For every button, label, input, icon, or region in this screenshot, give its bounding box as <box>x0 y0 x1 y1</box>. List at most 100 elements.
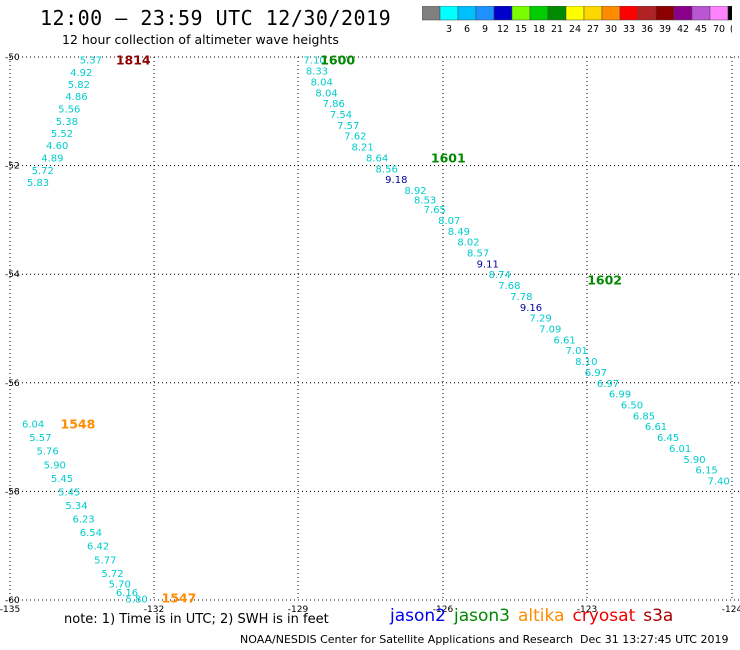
lon-tick-label: -129 <box>288 605 309 615</box>
wave-height-value: 5.82 <box>68 80 90 91</box>
lat-tick-label: -58 <box>5 487 20 497</box>
satellite-legend-item: s3a <box>643 606 674 626</box>
pass-time-label: 1601 <box>431 150 466 165</box>
wave-height-value: 6.99 <box>609 390 631 401</box>
wave-height-value: 8.92 <box>404 186 426 197</box>
wave-height-value: 7.78 <box>510 292 532 303</box>
lon-tick-label: -126 <box>433 605 454 615</box>
satellite-legend: jason2 jason3 altika cryosat s3a <box>390 606 681 626</box>
color-bin-label: 3 <box>446 24 452 34</box>
color-bin-label: 30 <box>605 24 617 34</box>
wave-height-value: 8.07 <box>438 216 460 227</box>
wave-height-value: 6.61 <box>554 335 576 346</box>
satellite-legend-item: jason3 <box>454 606 510 626</box>
wave-height-value: 6.61 <box>645 422 667 433</box>
lon-tick-label: -123 <box>577 605 597 615</box>
wave-height-value: 5.76 <box>36 447 58 458</box>
wave-height-value: 7.54 <box>330 110 352 121</box>
wave-height-value: 8.02 <box>457 238 479 249</box>
wave-height-value: 6.85 <box>633 411 655 422</box>
color-bin-label: 12 <box>497 24 509 34</box>
lat-tick-label: -54 <box>5 270 20 280</box>
wave-height-value: 6.50 <box>621 401 643 412</box>
wave-height-value: 5.72 <box>101 569 123 580</box>
wave-height-value: 5.77 <box>94 555 116 566</box>
color-bin-label: 42 <box>677 24 689 34</box>
generated-timestamp: Dec 31 13:27:45 UTC 2019 <box>580 633 729 646</box>
lon-tick-label: -132 <box>144 605 164 615</box>
wave-height-value: 5.37 <box>80 56 102 67</box>
color-bin-label: 27 <box>587 24 599 34</box>
satellite-legend-item: cryosat <box>572 606 636 626</box>
wave-height-value: 9.16 <box>520 303 542 314</box>
wave-height-value: 5.56 <box>58 105 80 116</box>
wave-height-value: 9.11 <box>477 259 499 270</box>
color-bin-label: 21 <box>551 24 563 34</box>
color-bin <box>727 6 732 21</box>
chart-title: 12:00 – 23:59 UTC 12/30/2019 <box>40 6 392 30</box>
pass-time-label: 1548 <box>61 417 96 432</box>
wave-height-value: 6.01 <box>669 444 691 455</box>
axis-tick-labels: -50 -52 -54 -56 -58 -60-135 -132 -129 -126 -123 -1… <box>0 53 740 615</box>
lon-tick-label: -135 <box>0 605 20 615</box>
wave-height-value: 7.29 <box>529 314 551 325</box>
lat-tick-label: -50 <box>5 53 20 63</box>
wave-height-value: 7.68 <box>498 281 520 292</box>
wave-height-value: 6.54 <box>80 528 102 539</box>
color-bin-label: 18 <box>533 24 545 34</box>
color-bin-label: 6 <box>464 24 470 34</box>
wave-height-value: 4.89 <box>41 153 63 164</box>
pass-time-label: 1814 <box>116 53 151 68</box>
wave-height-value: 6.23 <box>73 515 95 526</box>
wave-height-value: 8.53 <box>414 195 436 206</box>
wave-height-value: 8.04 <box>311 77 333 88</box>
wave-height-value: 7.86 <box>323 99 345 110</box>
wave-height-value: 5.52 <box>51 129 73 140</box>
wave-height-value: 4.92 <box>70 68 92 79</box>
wave-height-value: 5.45 <box>58 487 80 498</box>
wave-height-value: 7.62 <box>344 132 366 143</box>
color-bin-label: 15 <box>515 24 527 34</box>
pass-time-label: 1547 <box>162 590 197 605</box>
color-bin-label: 24 <box>569 24 581 34</box>
wave-height-value: 8.21 <box>352 143 374 154</box>
satellite-legend-item: jason2 <box>390 606 446 626</box>
color-bin-label: 45 <box>695 24 707 34</box>
color-bin-label: (ft) <box>730 24 732 34</box>
wave-height-value: 5.90 <box>44 460 66 471</box>
lat-tick-label: -56 <box>5 379 20 389</box>
credit-line: NOAA/NESDIS Center for Satellite Applica… <box>240 633 574 646</box>
wave-height-value: 6.97 <box>585 368 607 379</box>
wave-height-value: 7.10 <box>303 56 325 67</box>
lat-tick-label: -60 <box>5 596 20 606</box>
wave-height-value: 8.10 <box>575 357 597 368</box>
wave-height-value: 6.15 <box>695 466 717 477</box>
lon-tick-label: -124 <box>722 605 740 615</box>
wave-height-value: 8.49 <box>448 227 470 238</box>
satellite-legend-item: altika <box>518 606 565 626</box>
wave-height-value: 5.80 <box>125 594 147 605</box>
footer-note: note: 1) Time is in UTC; 2) SWH is in fe… <box>64 612 329 627</box>
data-points: 5.374.925.824.86 5.565.385.524.604.89 5.72… <box>22 53 730 606</box>
wave-height-value: 6.04 <box>22 420 44 431</box>
wave-height-value: 7.65 <box>424 205 446 216</box>
wave-height-value: 8.33 <box>306 67 328 78</box>
lat-tick-label: -52 <box>5 162 20 172</box>
wave-height-value: 5.57 <box>29 433 51 444</box>
color-bin-label: 36 <box>641 24 653 34</box>
color-bin-label: 9 <box>482 24 488 34</box>
color-bin-label: 39 <box>659 24 671 34</box>
wave-height-value: 7.09 <box>539 325 561 336</box>
wave-height-value: 7.57 <box>337 121 359 132</box>
wave-height-value: 7.40 <box>707 477 729 488</box>
wave-height-value: 8.04 <box>315 88 337 99</box>
chart-subtitle: 12 hour collection of altimeter wave hei… <box>62 32 339 47</box>
wave-height-value: 5.70 <box>109 580 131 591</box>
pass-time-label: 1600 <box>320 53 355 68</box>
wave-height-value: 8.74 <box>489 270 511 281</box>
color-bin-label: 70 <box>713 24 725 34</box>
wave-height-value: 5.45 <box>51 474 73 485</box>
grid-lines <box>9 56 740 601</box>
wave-height-value: 8.64 <box>366 153 388 164</box>
